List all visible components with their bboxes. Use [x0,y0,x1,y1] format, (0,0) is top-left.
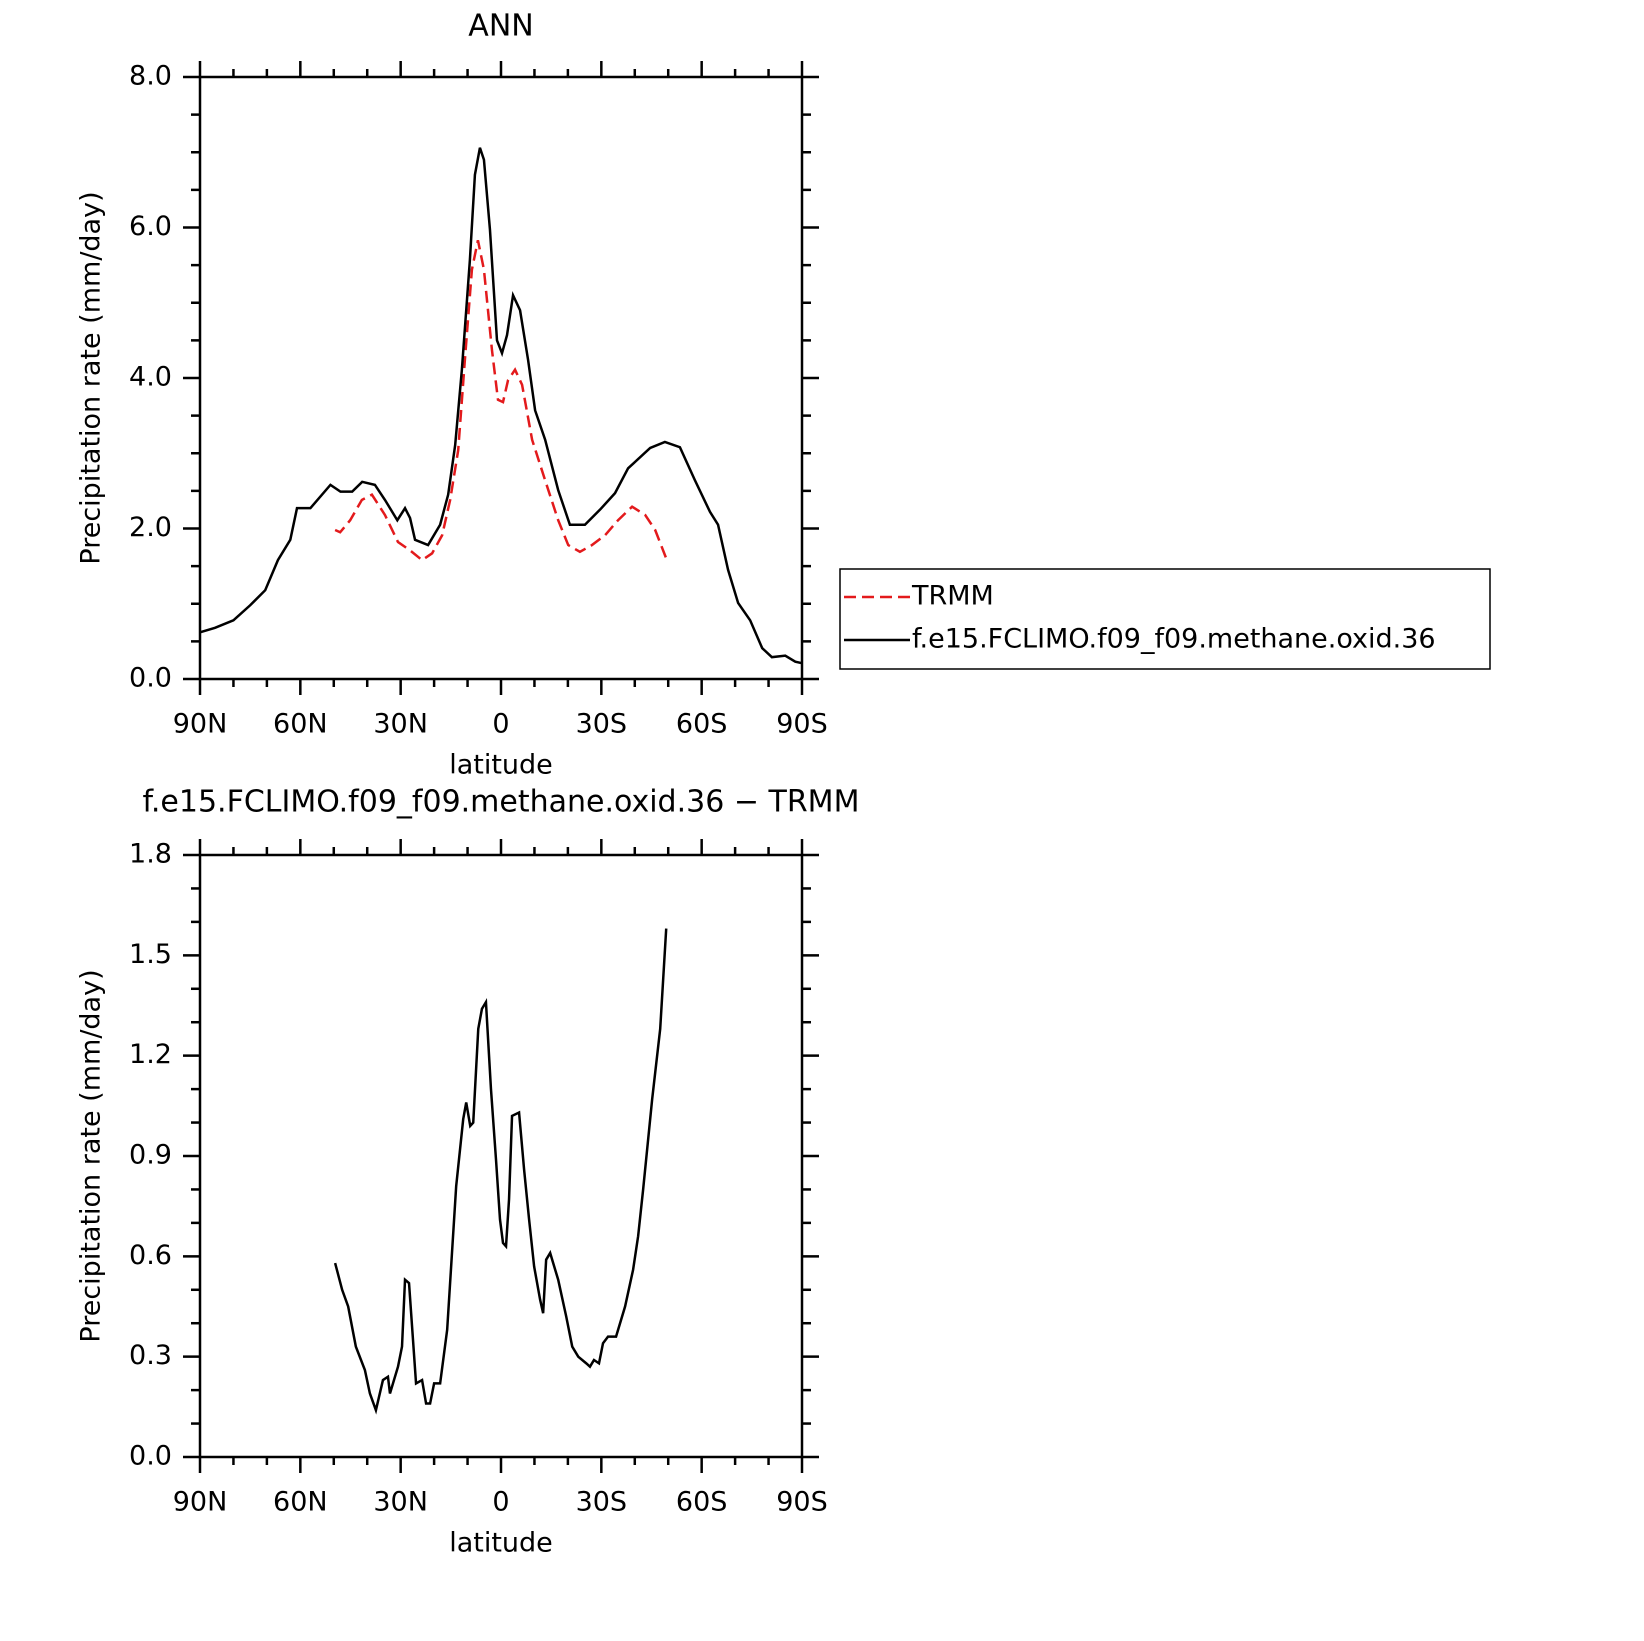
legend-box [839,568,1491,670]
y-tick-label: 6.0 [129,211,172,242]
y-tick-label: 0.3 [129,1340,172,1371]
x-tick-label: 30N [373,1487,428,1518]
legend: TRMM f.e15.FCLIMO.f09_f09.methane.oxid.36 [839,568,1491,670]
y-tick-label: 0.0 [129,663,172,694]
plot-frame [198,75,804,681]
x-tick-label: 60S [676,1487,728,1518]
x-axis-label: latitude [449,1528,553,1559]
panel: ANN latitude Precipitation rate (mm/day) 90… [76,9,1491,781]
y-tick-label: 1.8 [129,839,172,870]
data-line [334,240,669,562]
x-tick-label: 60N [273,1487,328,1518]
x-tick-label: 30S [576,709,628,740]
data-line [199,147,803,665]
x-tick-label: 0 [492,1487,509,1518]
y-tick-label: 8.0 [129,61,172,92]
y-tick-label: 0.0 [129,1441,172,1472]
legend-label: f.e15.FCLIMO.f09_f09.methane.oxid.36 [912,624,1436,655]
x-tick-label: 60S [676,709,728,740]
legend-label: TRMM [911,581,994,612]
y-tick-label: 0.6 [129,1240,172,1271]
plot-frame [198,853,804,1459]
x-tick-label: 90N [173,709,228,740]
y-tick-label: 1.2 [129,1039,172,1070]
chart-title: f.e15.FCLIMO.f09_f09.methane.oxid.36 − T… [143,785,860,820]
y-tick-label: 2.0 [129,512,172,543]
x-tick-label: 90S [776,709,828,740]
y-tick-label: 1.5 [129,939,172,970]
x-tick-label: 0 [492,709,509,740]
data-line [333,928,668,1415]
y-tick-label: 0.9 [129,1140,172,1171]
x-tick-label: 30N [373,709,428,740]
chart-title: ANN [468,9,533,44]
x-tick-label: 90S [776,1487,828,1518]
panel: f.e15.FCLIMO.f09_f09.methane.oxid.36 − T… [76,785,860,1559]
x-tick-label: 60N [273,709,328,740]
x-axis-label: latitude [449,750,553,781]
x-tick-label: 30S [576,1487,628,1518]
y-axis-label: Precipitation rate (mm/day) [76,969,107,1342]
y-tick-label: 4.0 [129,362,172,393]
y-axis-label: Precipitation rate (mm/day) [76,191,107,564]
x-tick-label: 90N [173,1487,228,1518]
